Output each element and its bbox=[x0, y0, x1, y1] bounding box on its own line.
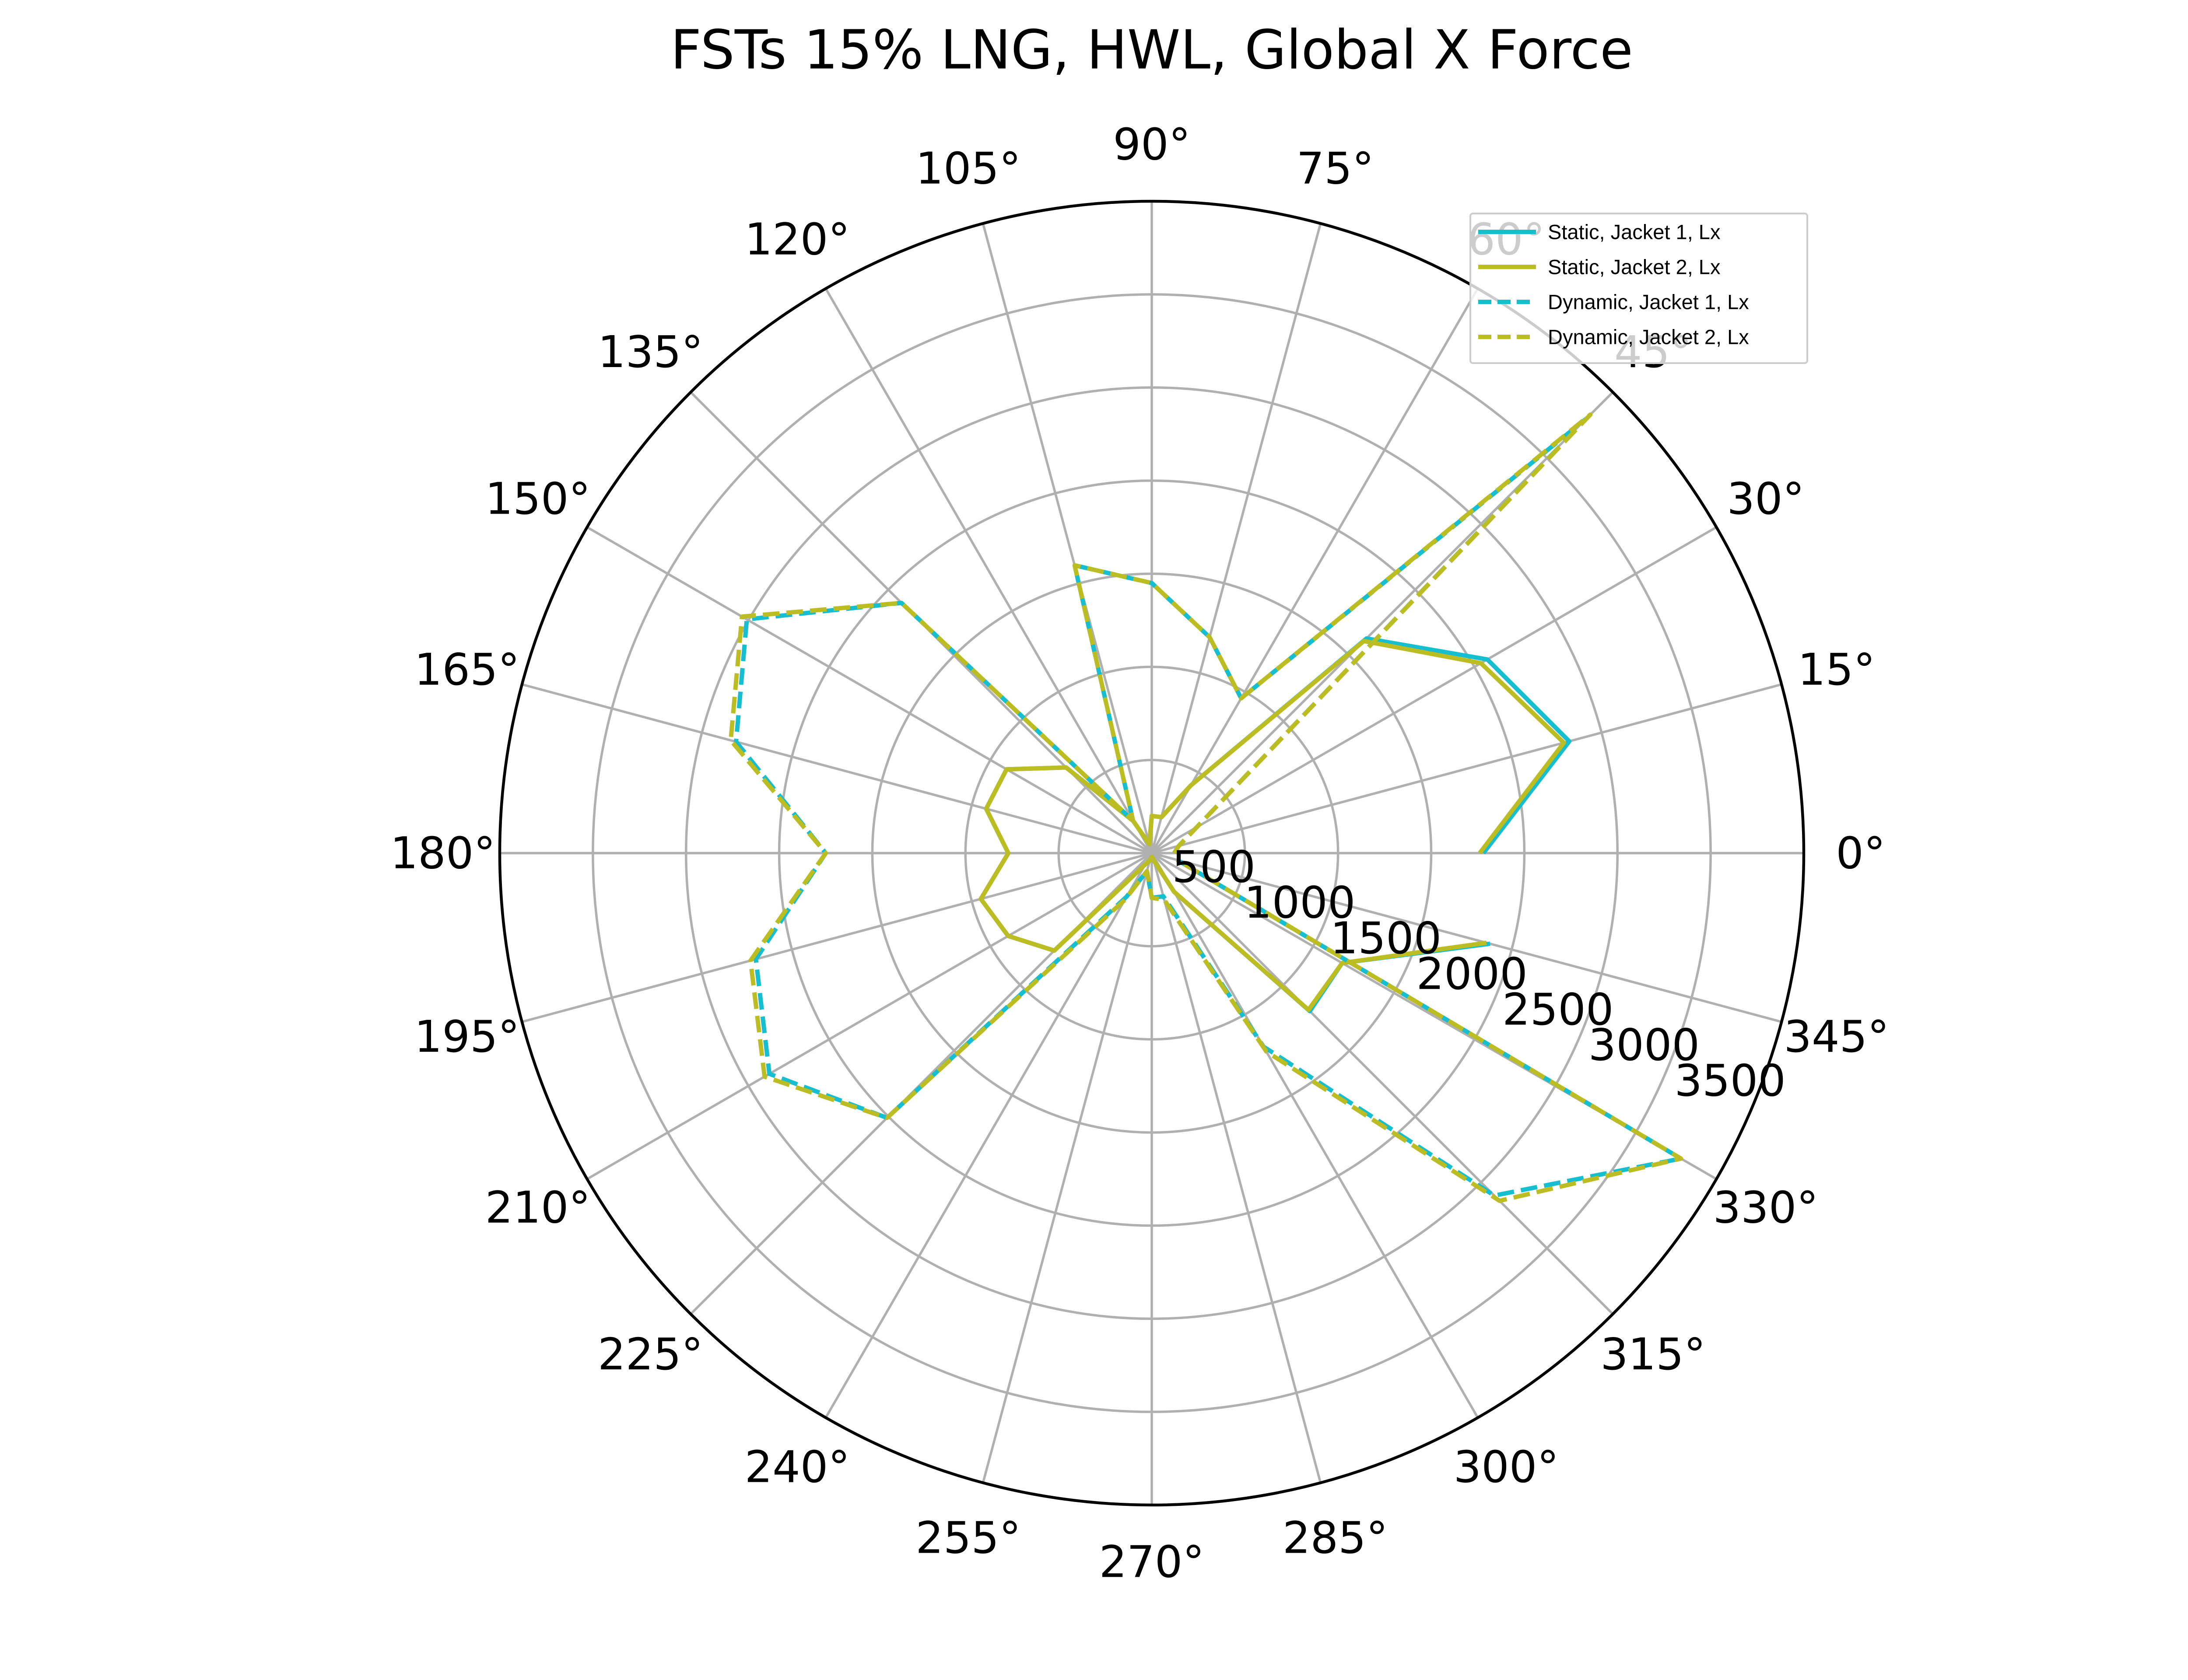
polar-grid bbox=[500, 201, 1804, 1505]
polar-frame bbox=[498, 200, 1806, 1507]
spoke-gridline bbox=[586, 526, 1153, 854]
theta-tick-label: 315° bbox=[1600, 1329, 1706, 1380]
theta-tick-label: 270° bbox=[1099, 1536, 1205, 1588]
ring-gridline bbox=[871, 572, 1433, 1134]
spoke-gridline bbox=[522, 852, 1152, 1023]
theta-tick-label: 15° bbox=[1798, 644, 1875, 695]
theta-tick-label: 135° bbox=[598, 326, 703, 378]
spoke-gridline bbox=[1151, 852, 1782, 1023]
spoke-gridline bbox=[1150, 288, 1479, 854]
spoke-gridline bbox=[1150, 223, 1322, 854]
theta-tick-label: 285° bbox=[1283, 1512, 1388, 1563]
ring-gridline bbox=[592, 293, 1712, 1413]
chart-title: FSTs 15% LNG, HWL, Global X Force bbox=[670, 19, 1633, 82]
r-tick-label: 500 bbox=[1172, 841, 1255, 892]
r-tick-label: 3000 bbox=[1588, 1019, 1700, 1071]
ring-gridline bbox=[778, 479, 1526, 1227]
theta-tick-label: 345° bbox=[1784, 1011, 1889, 1062]
theta-tick-label: 75° bbox=[1297, 143, 1374, 194]
ring-gridline bbox=[684, 386, 1619, 1320]
theta-tick-label: 105° bbox=[915, 143, 1021, 194]
theta-tick-label: 30° bbox=[1727, 473, 1804, 525]
spoke-gridline bbox=[824, 288, 1153, 854]
r-tick-label: 2000 bbox=[1416, 948, 1528, 999]
series-line-2 bbox=[978, 639, 1566, 1012]
spoke-gridline bbox=[1151, 526, 1717, 854]
theta-tick-label: 255° bbox=[915, 1512, 1021, 1563]
spoke-gridline bbox=[522, 683, 1152, 854]
ring-gridline bbox=[1057, 759, 1246, 948]
theta-tick-label: 300° bbox=[1454, 1441, 1559, 1492]
spoke-gridline bbox=[586, 852, 1153, 1180]
spoke-gridline bbox=[824, 852, 1153, 1418]
r-tick-label: 2500 bbox=[1502, 984, 1614, 1035]
theta-tick-label: 120° bbox=[745, 214, 850, 265]
theta-tick-label: 330° bbox=[1713, 1182, 1819, 1233]
theta-tick-label: 165° bbox=[414, 644, 520, 695]
spoke-gridline bbox=[1150, 852, 1479, 1418]
theta-tick-label: 180° bbox=[390, 828, 496, 879]
ring-gridline bbox=[964, 665, 1339, 1041]
spoke-gridline bbox=[1151, 683, 1782, 854]
r-tick-label: 3500 bbox=[1674, 1055, 1786, 1106]
legend-label: Static, Jacket 2, Lx bbox=[1548, 256, 1720, 279]
theta-tick-label: 225° bbox=[598, 1329, 703, 1380]
theta-tick-label: 210° bbox=[485, 1182, 591, 1233]
spoke-gridline bbox=[1151, 852, 1614, 1315]
spoke-gridline bbox=[1150, 853, 1322, 1483]
theta-tick-label: 195° bbox=[414, 1011, 520, 1062]
legend-label: Dynamic, Jacket 1, Lx bbox=[1548, 290, 1749, 314]
theta-tick-label: 240° bbox=[745, 1441, 850, 1492]
r-tick-label: 1000 bbox=[1244, 877, 1356, 928]
spoke-gridline bbox=[982, 223, 1153, 854]
legend-label: Static, Jacket 1, Lx bbox=[1548, 220, 1720, 244]
series-layer bbox=[728, 412, 1683, 1203]
legend-box bbox=[1469, 213, 1808, 364]
theta-tick-label: 150° bbox=[485, 473, 591, 525]
theta-tick-label: 0° bbox=[1836, 828, 1886, 879]
spoke-gridline bbox=[982, 853, 1153, 1483]
series-line-4 bbox=[728, 412, 1683, 1203]
theta-tick-label: 90° bbox=[1113, 119, 1190, 170]
r-tick-label: 1500 bbox=[1330, 913, 1442, 964]
legend-label: Dynamic, Jacket 2, Lx bbox=[1548, 326, 1749, 349]
legend: Static, Jacket 1, Lx Static, Jacket 2, Lx… bbox=[1469, 213, 1808, 364]
